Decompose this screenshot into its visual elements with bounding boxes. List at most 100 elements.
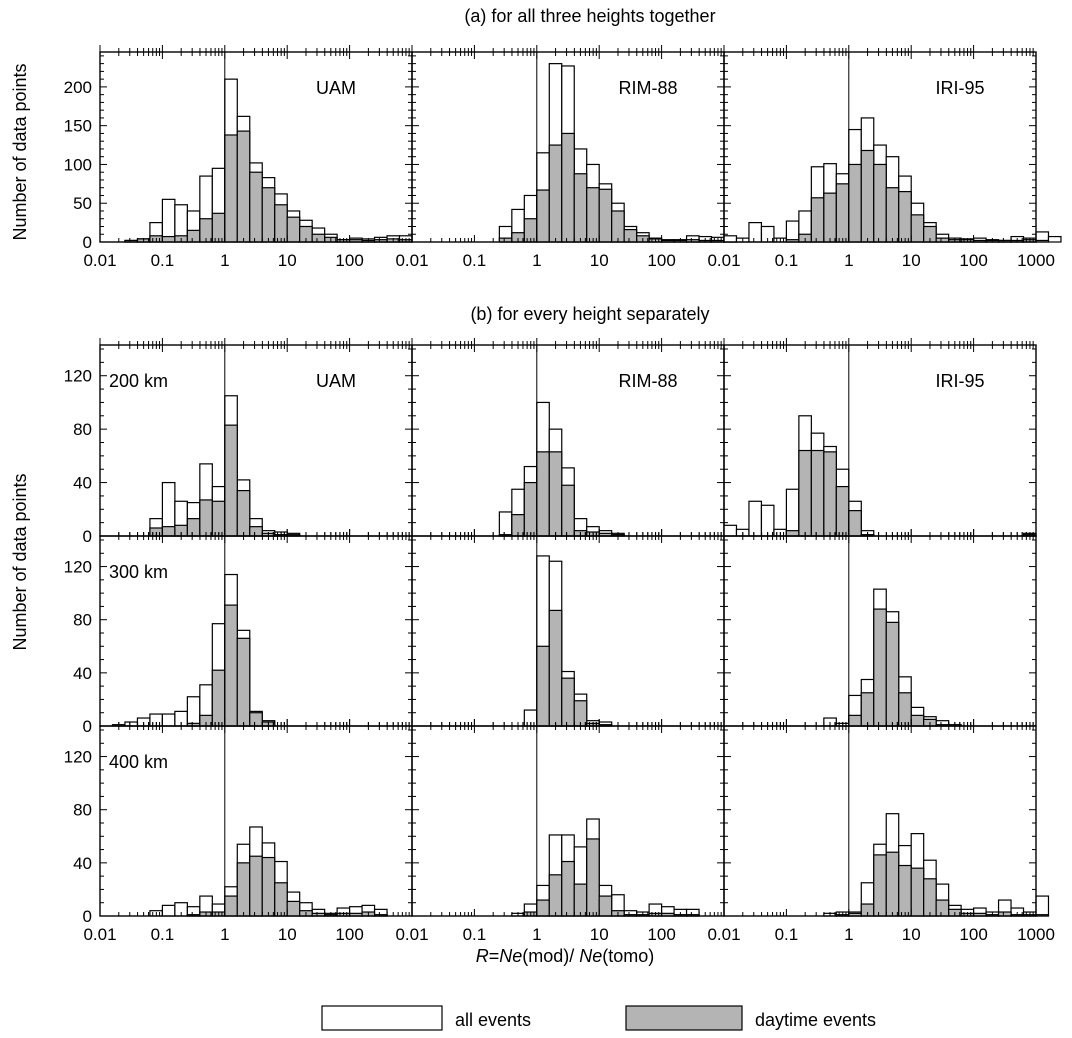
panel-a-uam [99, 45, 413, 243]
bar-daytime-events [586, 838, 600, 917]
bar-daytime-events [835, 183, 850, 243]
bar-daytime-events [548, 144, 563, 243]
bar-daytime-events [249, 855, 263, 917]
y-tick-label: 40 [73, 474, 92, 493]
x-tick-label: 100 [959, 925, 987, 944]
y-tick-label: 50 [73, 194, 92, 213]
bar-daytime-events [823, 451, 837, 537]
x-tick-label: 0.01 [83, 925, 116, 944]
model-label: UAM [316, 78, 356, 98]
bar-daytime-events [561, 860, 575, 917]
bar-daytime-events [885, 851, 900, 917]
panel-b-iri-95-200km [723, 338, 1037, 537]
bar-daytime-events [236, 489, 251, 537]
legend-all-label: all events [455, 1010, 531, 1030]
bar-daytime-events [224, 604, 238, 727]
y-tick-label: 120 [64, 558, 92, 577]
bar-daytime-events [885, 187, 900, 243]
bar-all-events [748, 500, 763, 537]
bar-daytime-events [249, 526, 263, 537]
bar-daytime-events [274, 204, 288, 243]
panel-a-rim-88 [411, 45, 738, 243]
bar-daytime-events [561, 484, 575, 537]
y-tick-label: 0 [83, 527, 92, 546]
bar-daytime-events [548, 874, 563, 917]
bar-all-events [498, 511, 513, 537]
y-tick-label: 0 [83, 907, 92, 926]
bar-daytime-events [536, 645, 550, 727]
bar-daytime-events [785, 530, 800, 537]
model-label: RIM-88 [618, 371, 677, 391]
bar-daytime-events [536, 451, 550, 537]
bar-all-events [785, 220, 800, 243]
bar-all-events [748, 222, 763, 243]
x-tick-label: 0.01 [395, 925, 428, 944]
bar-daytime-events [910, 214, 925, 243]
bar-daytime-events [548, 609, 563, 727]
bar-daytime-events [848, 163, 862, 243]
height-label: 300 km [109, 562, 168, 582]
y-tick-label: 40 [73, 854, 92, 873]
bar-daytime-events [211, 669, 226, 727]
x-tick-label: 1000 [1017, 251, 1055, 270]
bar-daytime-events [810, 197, 825, 243]
panel-a-iri-95 [723, 45, 1062, 243]
bar-daytime-events [249, 171, 263, 243]
x-tick-label: 10 [590, 925, 609, 944]
panel-frame [723, 51, 1037, 243]
y-tick-label: 120 [64, 367, 92, 386]
bar-daytime-events [536, 189, 550, 243]
xlabel-eq: = [489, 946, 500, 966]
bar-daytime-events [923, 878, 937, 917]
bar-daytime-events [1035, 914, 1050, 917]
bar-daytime-events [286, 216, 301, 243]
ylabel-a: Number of data points [10, 63, 30, 240]
bar-daytime-events [935, 899, 950, 917]
y-tick-label: 80 [73, 801, 92, 820]
x-tick-label: 0.1 [463, 251, 487, 270]
x-tick-label: 100 [335, 925, 363, 944]
bar-all-events [1047, 235, 1062, 243]
x-tick-label: 0.1 [151, 925, 175, 944]
model-label: IRI-95 [935, 371, 984, 391]
bar-daytime-events [224, 895, 238, 917]
x-tick-label: 10 [902, 925, 921, 944]
bar-daytime-events [873, 854, 887, 917]
x-tick-label: 100 [647, 251, 675, 270]
xlabel-mod: (mod)/ [522, 946, 579, 966]
bar-daytime-events [873, 163, 887, 243]
bar-daytime-events [860, 692, 875, 727]
legend-day-swatch [625, 1005, 743, 1031]
bar-daytime-events [561, 677, 575, 727]
x-tick-label: 0.1 [775, 251, 799, 270]
xlabel-ne2: Ne [579, 946, 602, 966]
bar-daytime-events [898, 692, 912, 727]
model-label: UAM [316, 371, 356, 391]
x-tick-label: 10 [902, 251, 921, 270]
height-label: 200 km [109, 371, 168, 391]
panels-group [99, 45, 1062, 917]
x-tick-label: 100 [335, 251, 363, 270]
panel-b-uam-300km [99, 529, 413, 727]
bar-daytime-events [261, 187, 276, 243]
x-tick-label: 0.01 [707, 251, 740, 270]
bar-daytime-events [236, 637, 251, 727]
legend-all-swatch [321, 1005, 443, 1031]
x-tick-label: 100 [647, 925, 675, 944]
y-tick-label: 80 [73, 611, 92, 630]
bar-daytime-events [898, 190, 912, 243]
panel-b-rim-88-200km [411, 338, 725, 537]
bar-daytime-events [161, 526, 176, 537]
y-tick-label: 40 [73, 664, 92, 683]
x-tick-label: 1 [220, 925, 229, 944]
bar-daytime-events [261, 856, 276, 917]
bar-daytime-events [860, 149, 875, 243]
y-tick-label: 150 [64, 117, 92, 136]
y-tick-label: 100 [64, 155, 92, 174]
title-a: (a) for all three heights together [464, 6, 715, 26]
bar-daytime-events [536, 899, 550, 917]
bar-daytime-events [623, 228, 638, 243]
x-tick-label: 1 [844, 925, 853, 944]
x-tick-label: 0.1 [463, 925, 487, 944]
